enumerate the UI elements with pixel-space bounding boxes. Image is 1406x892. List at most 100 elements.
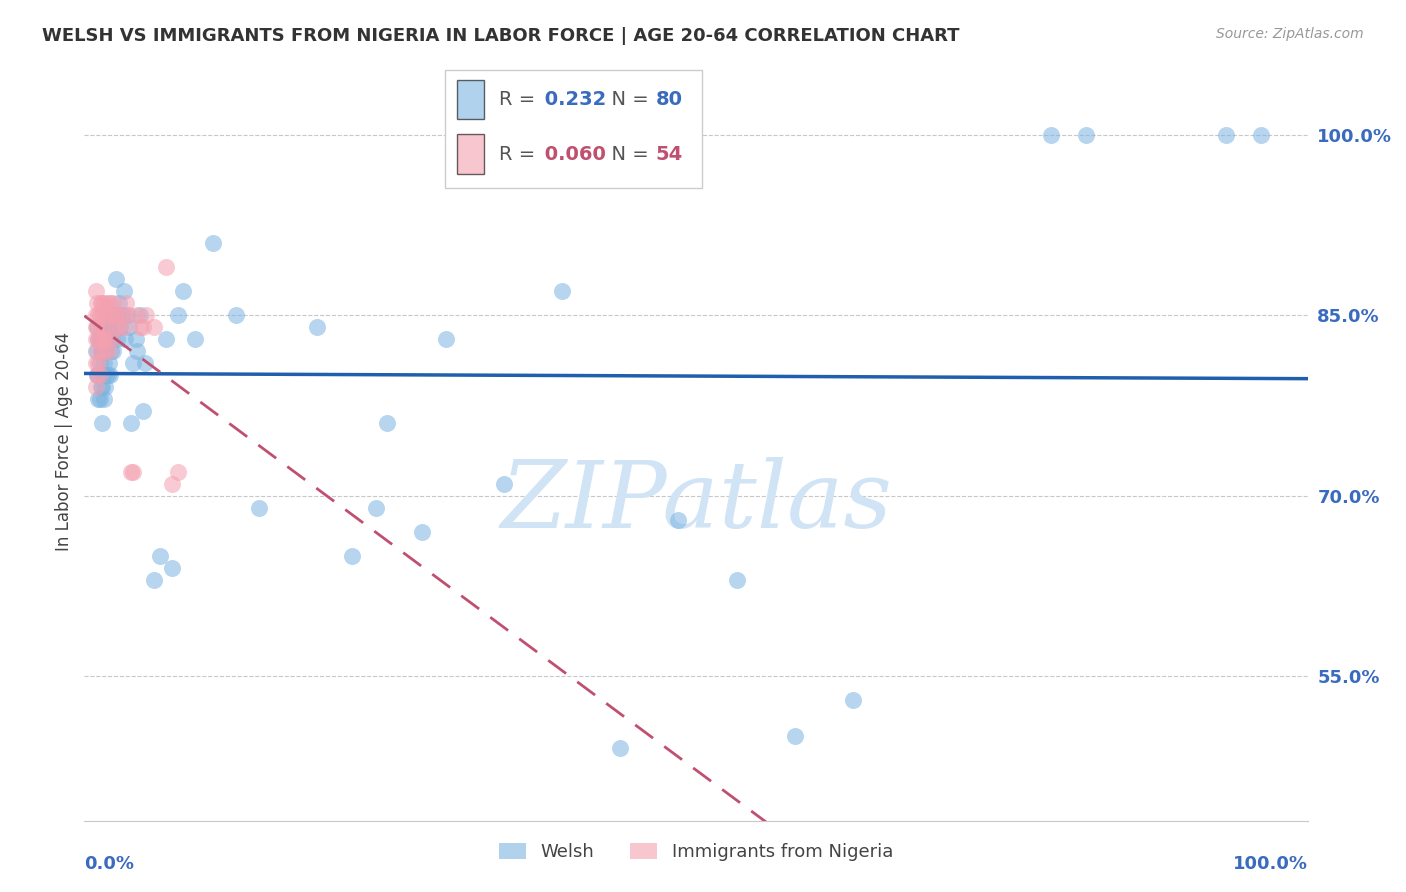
- Point: [90, 380, 112, 394]
- Point: [124, 332, 146, 346]
- Point: [84, 344, 107, 359]
- Point: [103, 344, 125, 359]
- Point: [86, 320, 108, 334]
- Point: [94, 344, 117, 359]
- Point: [120, 465, 142, 479]
- Point: [103, 296, 125, 310]
- Point: [434, 332, 457, 346]
- Point: [104, 272, 127, 286]
- Point: [84, 308, 107, 322]
- Point: [551, 284, 574, 298]
- Point: [94, 344, 117, 359]
- Text: 100.0%: 100.0%: [1233, 855, 1308, 872]
- Point: [155, 332, 177, 346]
- Text: 54: 54: [655, 145, 683, 164]
- Text: N =: N =: [599, 90, 655, 109]
- Point: [725, 573, 748, 587]
- Point: [134, 356, 156, 370]
- Point: [97, 308, 120, 322]
- Point: [609, 741, 631, 756]
- Point: [184, 332, 207, 346]
- Point: [107, 308, 129, 322]
- Point: [86, 320, 108, 334]
- Point: [364, 500, 387, 515]
- Point: [89, 308, 111, 322]
- FancyBboxPatch shape: [446, 70, 702, 187]
- Point: [91, 368, 114, 383]
- Point: [160, 561, 183, 575]
- Point: [101, 332, 124, 346]
- Point: [1076, 128, 1098, 142]
- Point: [115, 296, 138, 310]
- Point: [90, 344, 112, 359]
- Point: [307, 320, 329, 334]
- Point: [86, 296, 108, 310]
- Point: [112, 320, 135, 334]
- Y-axis label: In Labor Force | Age 20-64: In Labor Force | Age 20-64: [55, 332, 73, 551]
- Point: [108, 320, 131, 334]
- Point: [97, 320, 120, 334]
- Point: [90, 417, 112, 431]
- Point: [172, 284, 194, 298]
- Point: [160, 476, 183, 491]
- Point: [84, 320, 107, 334]
- Point: [90, 296, 112, 310]
- Point: [131, 320, 153, 334]
- Point: [90, 320, 112, 334]
- Point: [96, 320, 118, 334]
- Point: [100, 344, 122, 359]
- Point: [90, 344, 112, 359]
- Point: [247, 500, 270, 515]
- Point: [84, 332, 107, 346]
- Point: [117, 308, 139, 322]
- Point: [93, 320, 115, 334]
- Point: [90, 344, 112, 359]
- Point: [125, 344, 148, 359]
- Point: [120, 417, 142, 431]
- Point: [87, 308, 110, 322]
- Text: Source: ZipAtlas.com: Source: ZipAtlas.com: [1216, 27, 1364, 41]
- Point: [129, 320, 152, 334]
- Point: [87, 332, 110, 346]
- Point: [143, 573, 166, 587]
- Point: [155, 260, 177, 274]
- Point: [86, 368, 108, 383]
- Point: [842, 693, 865, 707]
- Text: R =: R =: [499, 90, 541, 109]
- Text: 0.060: 0.060: [538, 145, 606, 164]
- Point: [1040, 128, 1063, 142]
- Point: [89, 392, 111, 407]
- Point: [98, 296, 121, 310]
- Point: [87, 332, 110, 346]
- Point: [166, 308, 188, 322]
- Point: [90, 332, 112, 346]
- Text: R =: R =: [499, 145, 541, 164]
- Point: [86, 344, 108, 359]
- Text: 0.0%: 0.0%: [84, 855, 135, 872]
- FancyBboxPatch shape: [457, 135, 484, 174]
- Point: [104, 308, 127, 322]
- Point: [91, 308, 114, 322]
- Point: [135, 308, 157, 322]
- Text: WELSH VS IMMIGRANTS FROM NIGERIA IN LABOR FORCE | AGE 20-64 CORRELATION CHART: WELSH VS IMMIGRANTS FROM NIGERIA IN LABO…: [42, 27, 960, 45]
- Point: [93, 392, 115, 407]
- Point: [87, 392, 110, 407]
- Point: [97, 332, 120, 346]
- Point: [104, 320, 127, 334]
- Point: [103, 308, 125, 322]
- Point: [1250, 128, 1272, 142]
- Point: [93, 332, 115, 346]
- Point: [117, 320, 139, 334]
- Point: [87, 356, 110, 370]
- Point: [143, 320, 166, 334]
- Point: [225, 308, 247, 322]
- Point: [91, 332, 114, 346]
- Point: [89, 356, 111, 370]
- Point: [1215, 128, 1237, 142]
- FancyBboxPatch shape: [457, 80, 484, 120]
- Point: [97, 296, 120, 310]
- Point: [125, 308, 148, 322]
- Point: [668, 513, 690, 527]
- Point: [97, 308, 120, 322]
- Point: [89, 368, 111, 383]
